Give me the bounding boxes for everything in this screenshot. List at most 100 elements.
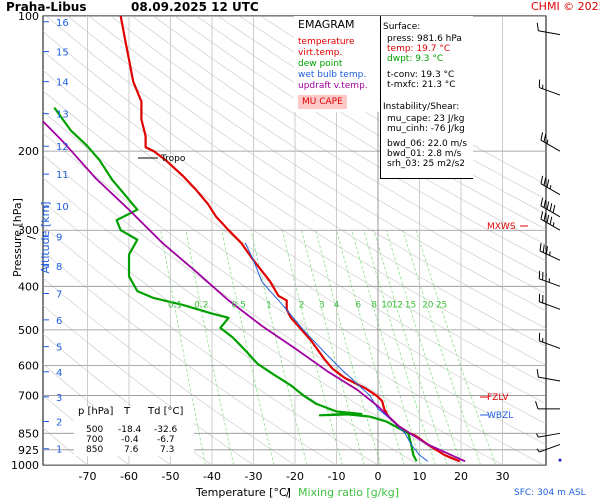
y-axis-title-altitude: Altitude [km] <box>39 201 52 274</box>
wind-barb-flag <box>542 244 545 253</box>
copyright: CHMI © 2025 <box>531 0 600 13</box>
dry-adiabat <box>67 16 546 329</box>
altitude-tick-label: 3 <box>56 393 62 404</box>
dry-adiabat <box>174 16 546 246</box>
y-tick-label: 400 <box>18 280 39 293</box>
wind-barb-flag <box>540 197 544 206</box>
mixing-ratio-line <box>351 230 422 465</box>
y-tick-label: 600 <box>18 359 39 372</box>
stats-box: Surface: press: 981.6 hPa temp: 19.7 °C … <box>380 16 473 179</box>
wind-barb-flag <box>535 401 539 410</box>
x-tick-label: -30 <box>245 470 263 483</box>
altitude-tick-label: 4 <box>56 368 62 379</box>
altitude-tick-label: 1 <box>56 445 62 456</box>
wind-barb <box>539 443 561 453</box>
table-row-850-td: 7.3 <box>160 445 175 455</box>
altitude-tick-label: 9 <box>56 233 62 244</box>
legend-title: EMAGRAM <box>298 18 355 31</box>
wind-barb <box>540 218 561 231</box>
table-row-500-p: 500 <box>86 425 104 435</box>
altitude-tick-label: 6 <box>56 316 62 327</box>
wind-barb-flag <box>540 132 544 141</box>
y-axis-title-sep: / <box>25 235 38 240</box>
altitude-tick-label: 7 <box>56 290 62 301</box>
wind-barb-flag <box>543 133 547 143</box>
wind-barb <box>539 340 561 349</box>
wind-barb-flag <box>536 448 540 453</box>
mixing-ratio-line <box>402 230 481 465</box>
wind-barb <box>539 250 561 261</box>
x-tick-label: -50 <box>162 470 180 483</box>
dry-adiabat <box>43 50 546 385</box>
y-tick-label: 925 <box>18 444 39 457</box>
wind-barb-flag <box>549 216 553 225</box>
stat-temp: temp: 19.7 °C <box>387 44 451 54</box>
wind-barb-flag <box>536 22 539 31</box>
wind-barb-calm <box>558 458 562 462</box>
wind-barb-flag <box>546 201 550 210</box>
legend-item-virt-temp: virt.temp. <box>298 48 343 58</box>
mixing-ratio-label: 8 <box>371 300 377 310</box>
mixing-ratio-line <box>385 230 462 465</box>
table-header-td: Td [°C] <box>148 406 184 417</box>
stat-press: press: 981.6 hPa <box>387 34 462 44</box>
dry-adiabat <box>131 16 546 278</box>
wind-barb-flag <box>546 179 550 188</box>
mixing-ratio-label: 12 <box>392 300 403 310</box>
surface-title: Surface: <box>383 22 421 32</box>
mixing-ratio-line <box>415 230 497 465</box>
wind-barb <box>540 205 561 218</box>
y-axis-title-pressure: Pressure [hPa] <box>11 198 24 277</box>
fzlv-label: FZLV <box>487 393 509 403</box>
y-tick-label: 500 <box>18 324 39 337</box>
mixing-ratio-line <box>185 230 234 465</box>
wind-barb-flag <box>549 203 553 212</box>
altitude-tick-label: 2 <box>56 417 62 428</box>
dry-adiabat <box>217 16 546 215</box>
table-row-700-td: -6.7 <box>157 435 175 445</box>
y-tick-label: 100 <box>18 10 39 23</box>
table-header-t: T <box>124 406 131 417</box>
dry-adiabat <box>110 16 546 295</box>
altitude-tick-label: 13 <box>56 110 69 121</box>
mixing-ratio-label: 4 <box>334 300 340 310</box>
altitude-tick-label: 11 <box>56 170 69 181</box>
y-tick-label: 300 <box>18 224 39 237</box>
x-tick-label: -20 <box>286 470 304 483</box>
y-tick-label: 200 <box>18 145 39 158</box>
mixing-ratio-line <box>373 230 448 465</box>
mxws-label: MXWS <box>487 222 516 232</box>
tropo-label: Tropo <box>161 154 186 164</box>
mixing-ratio-line <box>336 230 405 465</box>
mixing-ratio-label: 25 <box>436 300 447 310</box>
wind-barb <box>538 376 561 382</box>
altitude-tick-label: 10 <box>56 202 69 213</box>
mixing-ratio-label: 6 <box>355 300 361 310</box>
x-tick-label: -40 <box>203 470 221 483</box>
legend-item-updraft: updraft v.temp. <box>298 81 368 91</box>
table-row-700-p: 700 <box>86 435 104 445</box>
mixing-ratio-line <box>250 230 308 465</box>
mixing-ratio-line <box>301 230 365 465</box>
mu-cape-badge: MU CAPE <box>298 95 347 109</box>
wind-barb-flag <box>536 433 539 438</box>
stat-bwd-01: bwd_01: 2.8 m/s <box>387 149 462 159</box>
dry-adiabat <box>45 16 546 347</box>
mixing-ratio-label: 20 <box>422 300 434 310</box>
dry-adiabat <box>88 16 546 312</box>
mixing-ratio-line <box>221 230 275 465</box>
x-axis-title-temp: Temperature [°C] <box>196 486 291 499</box>
mixing-ratio-line <box>160 230 206 465</box>
wind-barb-flag <box>536 369 539 378</box>
mixing-ratio-label: 0.5 <box>231 300 245 310</box>
mixing-ratio-label: 3 <box>319 300 325 310</box>
legend-item-dew-point: dew point <box>298 59 343 69</box>
wind-barb-flag <box>549 184 552 190</box>
table-row-500-t: -18.4 <box>118 425 142 435</box>
datetime-title: 08.09.2025 12 UTC <box>131 0 259 14</box>
table-row-700-t: -0.4 <box>121 435 139 445</box>
stat-dwpt: dwpt: 9.3 °C <box>387 54 444 64</box>
x-tick-label: 10 <box>413 470 427 483</box>
altitude-tick-label: 15 <box>56 48 69 59</box>
y-axis-title: Pressure [hPa] / Altitude [km] <box>0 141 52 341</box>
